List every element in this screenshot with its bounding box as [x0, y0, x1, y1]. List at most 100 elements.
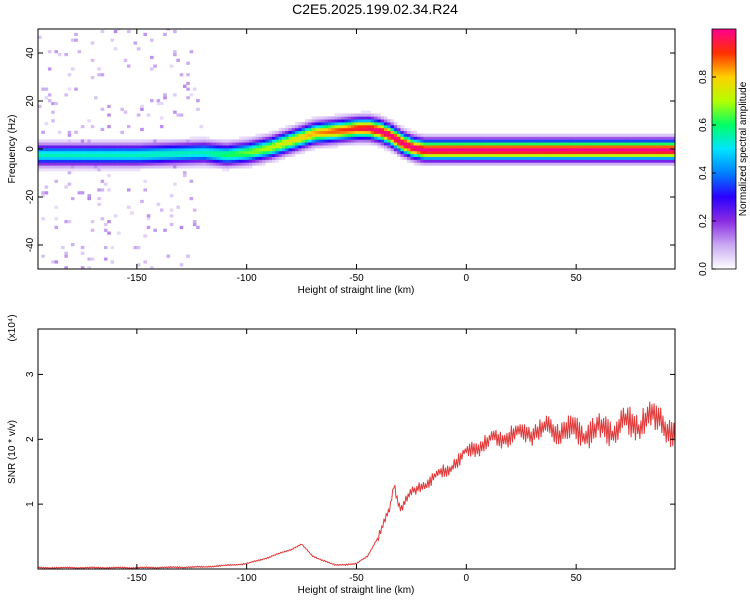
heatmap-cell — [189, 153, 194, 157]
heatmap-cell — [103, 153, 108, 157]
heatmap-cell — [400, 139, 405, 143]
heatmap-cell — [509, 133, 513, 137]
heatmap-cell — [446, 162, 451, 166]
heatmap-cell — [664, 150, 668, 155]
heatmap-cell — [169, 165, 174, 169]
heatmap-cell — [594, 162, 599, 166]
heatmap-cell — [103, 142, 108, 146]
heatmap-cell — [387, 133, 391, 137]
heatmap-cell — [650, 150, 655, 155]
heatmap-cell — [271, 139, 276, 143]
heatmap-cell — [400, 127, 405, 132]
heatmap-cell — [110, 150, 115, 155]
heatmap-cell — [166, 165, 171, 169]
heatmap-cell — [150, 142, 154, 146]
heatmap-cell — [232, 162, 236, 166]
heatmap-cell — [420, 136, 424, 140]
heatmap-cell — [97, 202, 101, 206]
heatmap-cell — [344, 133, 349, 137]
heatmap-cell — [107, 142, 111, 146]
heatmap-cell — [608, 148, 612, 152]
heatmap-cell — [387, 136, 391, 140]
heatmap-cell — [61, 245, 65, 250]
heatmap-cell — [673, 136, 675, 140]
heatmap-cell — [469, 145, 474, 149]
heatmap-cell — [150, 148, 154, 152]
heatmap-cell — [337, 116, 342, 120]
heatmap-cell — [673, 159, 675, 163]
heatmap-cell — [84, 162, 88, 166]
heatmap-cell — [443, 150, 447, 155]
heatmap-cell — [407, 136, 411, 140]
heatmap-cell — [222, 159, 227, 163]
heatmap-cell — [614, 150, 619, 155]
heatmap-cell — [614, 139, 619, 143]
heatmap-cell — [275, 148, 279, 152]
heatmap-cell — [192, 148, 197, 152]
heatmap-cell — [486, 142, 490, 146]
heatmap-cell — [64, 266, 68, 269]
heatmap-cell — [492, 148, 497, 152]
heatmap-cell — [90, 142, 95, 146]
heatmap-cell — [107, 125, 111, 129]
heatmap-cell — [120, 168, 124, 172]
heatmap-cell — [568, 148, 573, 152]
heatmap-cell — [189, 150, 194, 155]
heatmap-cell — [90, 58, 95, 62]
heatmap-cell — [248, 156, 253, 160]
heatmap-cell — [179, 159, 184, 163]
heatmap-cell — [466, 159, 470, 163]
heatmap-cell — [275, 133, 279, 137]
heatmap-cell — [341, 127, 345, 132]
heatmap-cell — [192, 150, 197, 155]
heatmap-cell — [84, 165, 88, 169]
heatmap-cell — [285, 136, 289, 140]
heatmap-cell — [443, 142, 447, 146]
heatmap-cell — [225, 159, 230, 163]
heatmap-cell — [90, 41, 95, 45]
heatmap-cell — [54, 101, 59, 106]
heatmap-cell — [654, 162, 658, 166]
heatmap-cell — [608, 153, 612, 157]
heatmap-cell — [74, 168, 78, 172]
heatmap-cell — [90, 156, 95, 160]
heatmap-cell — [568, 159, 573, 163]
heatmap-cell — [459, 139, 464, 143]
heatmap-cell — [278, 142, 283, 146]
heatmap-cell — [472, 139, 477, 143]
heatmap-cell — [70, 67, 75, 71]
heatmap-cell — [430, 150, 434, 155]
heatmap-cell — [61, 156, 65, 160]
heatmap-cell — [640, 148, 645, 152]
heatmap-cell — [44, 96, 49, 100]
heatmap-cell — [367, 142, 372, 146]
heatmap-cell — [495, 153, 500, 157]
heatmap-cell — [416, 133, 421, 137]
heatmap-cell — [654, 145, 658, 149]
heatmap-cell — [423, 133, 428, 137]
heatmap-cell — [463, 133, 467, 137]
heatmap-cell — [588, 162, 592, 166]
colorbar-tick-label: 0.2 — [698, 214, 709, 228]
heatmap-cell — [57, 130, 62, 134]
heatmap-cell — [110, 139, 115, 143]
heatmap-cell — [295, 139, 299, 143]
heatmap-cell — [608, 156, 612, 160]
heatmap-cell — [548, 150, 553, 155]
heatmap-cell — [367, 127, 372, 132]
heatmap-cell — [61, 145, 65, 149]
heatmap-cell — [337, 136, 342, 140]
heatmap-cell — [650, 139, 655, 143]
heatmap-cell — [245, 165, 250, 169]
heatmap-cell — [548, 153, 553, 157]
heatmap-cell — [654, 156, 658, 160]
heatmap-cell — [41, 165, 45, 169]
heatmap-cell — [640, 145, 645, 149]
heatmap-cell — [196, 153, 200, 157]
heatmap-cell — [146, 150, 151, 155]
heatmap-cell — [337, 142, 342, 146]
snr-panel: -150 -100 -50 0 50 123 Height of straight li… — [7, 314, 676, 596]
heatmap-cell — [143, 165, 148, 169]
heatmap-cell — [575, 142, 579, 146]
heatmap-cell — [608, 139, 612, 143]
